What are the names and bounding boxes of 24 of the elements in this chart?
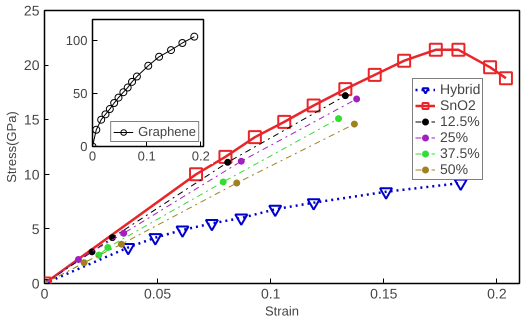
x-tick-label: 0.1: [260, 286, 281, 302]
legend-label: 37.5%: [440, 145, 480, 161]
y-tick-label: 0: [32, 276, 40, 292]
legend-label: 25%: [440, 129, 468, 145]
x-tick-label: 0.2: [192, 148, 210, 164]
y-tick-label: 5: [32, 220, 40, 237]
y-tick-label: 10: [24, 166, 40, 182]
x-tick-label: 0.15: [370, 286, 398, 302]
x-tick-label: 0.1: [138, 148, 156, 164]
y-tick-label: 0: [80, 139, 88, 154]
x-axis-title: Strain: [265, 304, 299, 318]
x-tick-label: 0.2: [487, 286, 507, 302]
legend-label: SnO2: [440, 97, 476, 113]
y-tick-label: 15: [24, 112, 40, 128]
legend-label: Graphene: [138, 124, 196, 139]
legend-label: 12.5%: [440, 113, 480, 129]
legend-label: 50%: [440, 161, 468, 177]
y-axis-title: Stress(GPa): [4, 111, 19, 183]
y-tick-label: 25: [24, 2, 40, 18]
x-tick-label: 0.05: [144, 286, 172, 302]
y-tick-label: 50: [73, 86, 88, 102]
y-tick-label: 100: [66, 33, 88, 48]
y-tick-label: 20: [24, 57, 40, 74]
legend-label: Hybrid: [440, 81, 480, 97]
